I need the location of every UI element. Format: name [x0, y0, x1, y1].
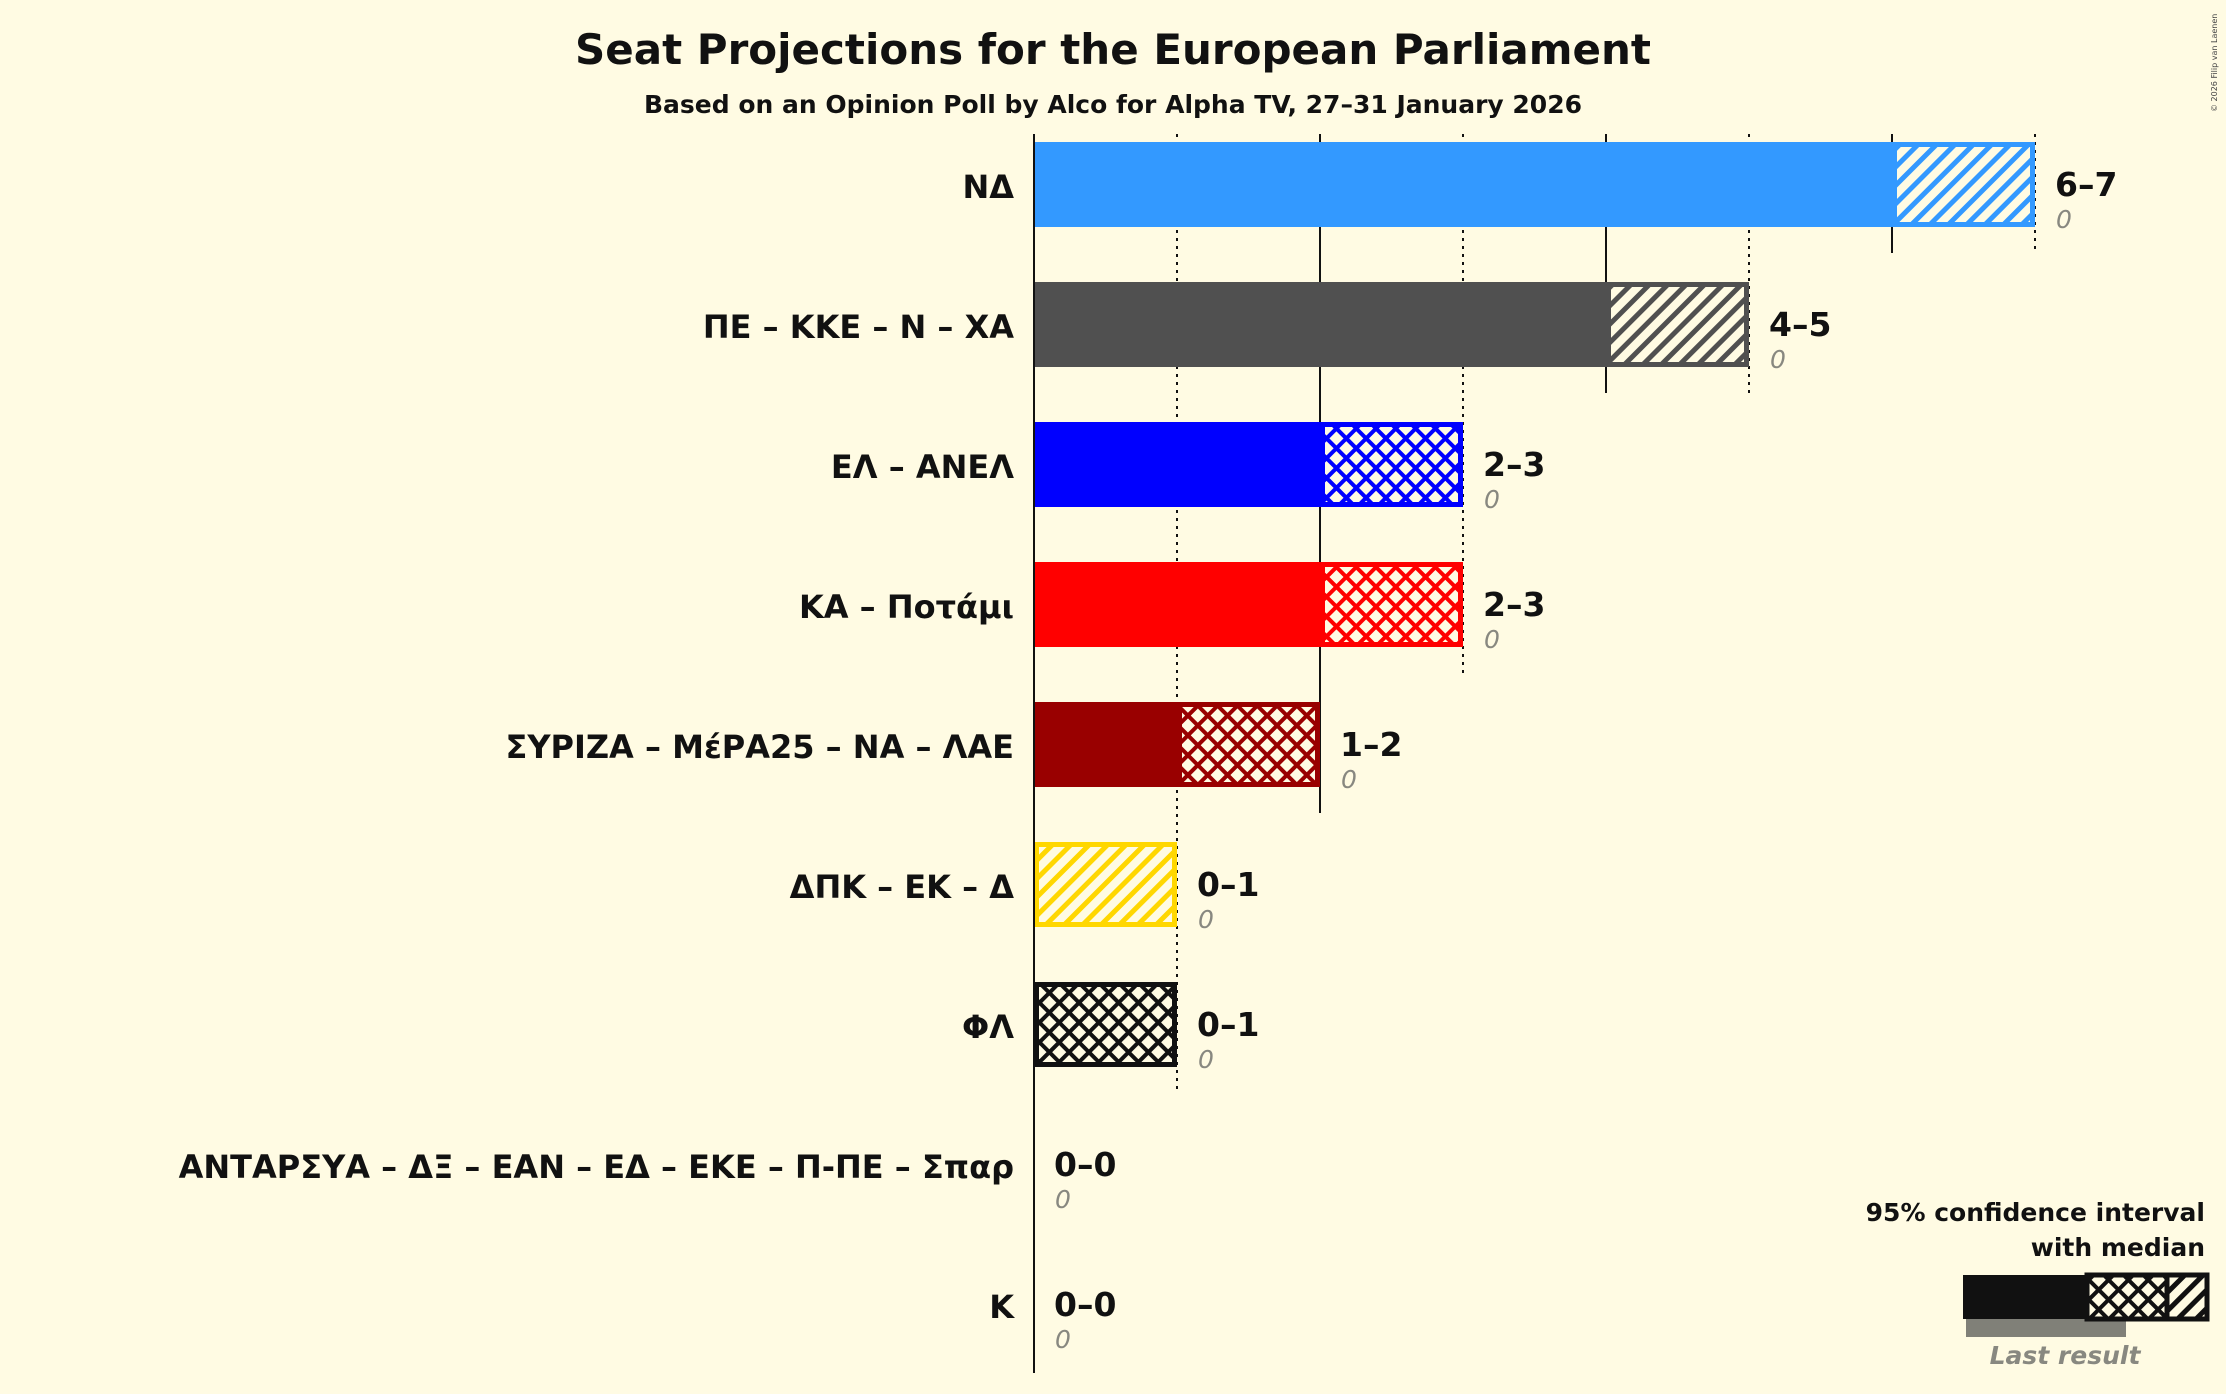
legend-diagonal-segment: [2164, 1272, 2210, 1322]
last-result-value: 0: [1484, 485, 1500, 514]
range-label: 2–3: [1483, 445, 1545, 484]
party-row: [1034, 842, 1177, 927]
party-row: [1034, 422, 1463, 507]
range-label: 4–5: [1769, 305, 1831, 344]
last-result-value: 0: [1198, 1045, 1214, 1074]
bar-median-segment: [1320, 562, 1463, 647]
last-result-value: 0: [1484, 625, 1500, 654]
legend-solid-segment: [1963, 1275, 2087, 1319]
bar-solid-segment: [1034, 142, 1892, 227]
party-label: ΔΠΚ – ΕΚ – Δ: [790, 868, 1015, 906]
last-result-value: 0: [1198, 905, 1214, 934]
party-row: [1034, 282, 1749, 367]
bar-solid-segment: [1034, 562, 1320, 647]
bar-solid-segment: [1034, 702, 1177, 787]
party-row: [1034, 142, 2035, 227]
bars: [1034, 142, 2035, 1067]
last-result-value: 0: [1055, 1185, 1071, 1214]
legend-last-result-label: Last result: [1990, 1341, 2142, 1370]
chart-title: Seat Projections for the European Parlia…: [575, 25, 1651, 74]
legend: 95% confidence interval with median Last…: [1866, 1198, 2210, 1370]
bar-solid-segment: [1034, 282, 1606, 367]
party-label: Κ: [989, 1288, 1015, 1326]
range-label: 6–7: [2055, 165, 2117, 204]
range-label: 1–2: [1340, 725, 1402, 764]
bar-median-segment: [1320, 422, 1463, 507]
party-label: ΑΝΤΑΡΣΥΑ – ΔΞ – ΕΑΝ – ΕΔ – ΕΚΕ – Π-ΠΕ – …: [179, 1148, 1014, 1186]
copyright-notice: © 2026 Filip van Laenen: [2210, 14, 2219, 112]
party-label: ΣΥΡΙΖΑ – ΜέΡΑ25 – ΝΑ – ΛΑΕ: [505, 728, 1014, 766]
chart-subtitle: Based on an Opinion Poll by Alco for Alp…: [644, 90, 1582, 119]
bar-median-segment: [1034, 982, 1177, 1067]
party-label: ΠΕ – ΚΚΕ – Ν – ΧΑ: [703, 308, 1014, 346]
last-result-value: 0: [1055, 1325, 1071, 1354]
range-label: 2–3: [1483, 585, 1545, 624]
party-label: ΝΔ: [962, 168, 1014, 206]
last-result-value: 0: [2056, 205, 2072, 234]
bar-solid-segment: [1034, 422, 1320, 507]
bar-upper-ci-segment: [1034, 842, 1177, 927]
party-label: ΕΛ – ΑΝΕΛ: [831, 448, 1014, 486]
bar-median-segment: [1177, 702, 1320, 787]
last-result-value: 0: [1341, 765, 1357, 794]
party-label: ΚΑ – Ποτάμι: [799, 588, 1014, 626]
legend-title-line1: 95% confidence interval: [1866, 1198, 2205, 1227]
range-label: 0–0: [1054, 1285, 1116, 1324]
range-label: 0–1: [1197, 1005, 1259, 1044]
bar-upper-ci-segment: [1606, 282, 1749, 367]
last-result-value: 0: [1770, 345, 1786, 374]
bar-upper-ci-segment: [1892, 142, 2035, 227]
legend-crosshatch-segment: [2084, 1272, 2170, 1322]
party-row: [1034, 562, 1463, 647]
party-label: ΦΛ: [962, 1008, 1014, 1046]
legend-last-result-bar: [1966, 1319, 2126, 1337]
range-label: 0–1: [1197, 865, 1259, 904]
range-label: 0–0: [1054, 1145, 1116, 1184]
party-row: [1034, 702, 1320, 787]
party-row: [1034, 982, 1177, 1067]
legend-title-line2: with median: [2031, 1233, 2205, 1262]
